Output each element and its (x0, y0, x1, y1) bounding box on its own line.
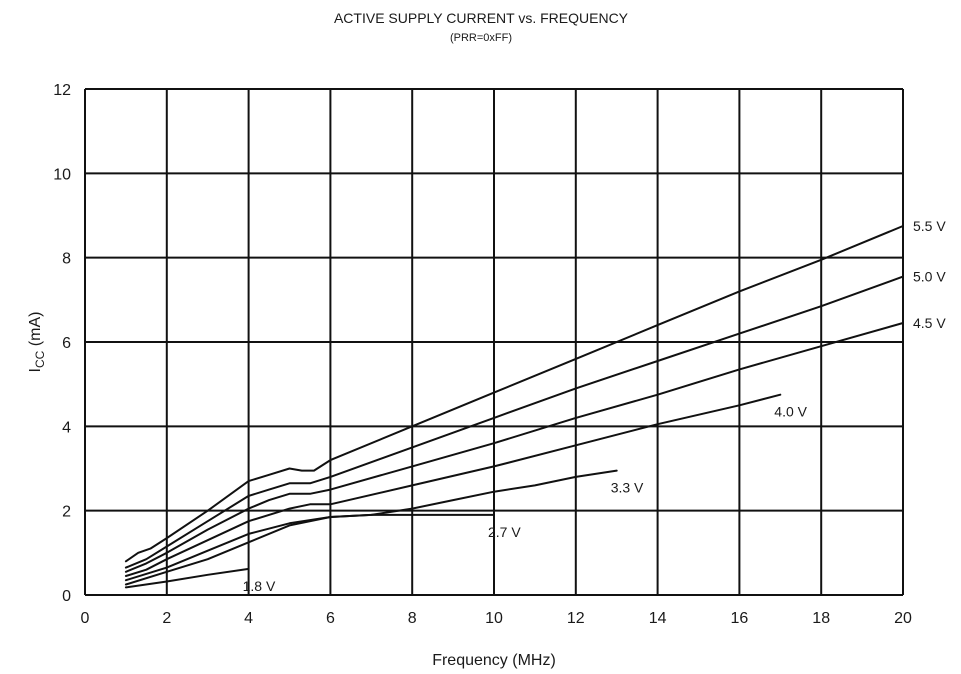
series-line-1.8v (124, 567, 250, 589)
y-tick-label: 0 (62, 588, 71, 605)
x-tick-label: 0 (81, 610, 90, 627)
series-lines (124, 225, 904, 589)
series-label: 5.0 V (913, 269, 946, 285)
x-tick-label: 6 (326, 610, 335, 627)
x-tick-label: 14 (649, 610, 667, 627)
y-axis-label: ICC (mA) (27, 312, 47, 373)
series-line-4.0v (124, 393, 782, 577)
x-axis-label: Frequency (MHz) (432, 652, 556, 669)
series-line-2.7v (124, 513, 495, 586)
series-label: 5.5 V (913, 218, 946, 234)
tick-labels: 0 2 4 6 8 10 12 14 16 18 20 0 2 4 6 8 10 12 (53, 82, 912, 627)
chart-title: ACTIVE SUPPLY CURRENT vs. FREQUENCY (334, 10, 629, 26)
chart-subtitle: (PRR=0xFF) (450, 32, 512, 44)
series-line-5.5v (124, 225, 904, 563)
y-tick-label: 8 (62, 251, 71, 268)
series-label: 3.3 V (611, 480, 644, 496)
y-tick-label: 12 (53, 82, 71, 99)
y-tick-label: 4 (62, 419, 71, 436)
series-labels: 5.5 V 5.0 V 4.5 V 4.0 V 3.3 V 2.7 V 1.8 V (243, 218, 947, 594)
series-line-5.0v (124, 275, 904, 569)
series-label: 4.5 V (913, 315, 946, 331)
x-tick-label: 16 (731, 610, 749, 627)
y-tick-label: 2 (62, 504, 71, 521)
grid-lines (84, 88, 904, 596)
x-tick-label: 4 (244, 610, 253, 627)
y-axis-label-sub: CC (33, 350, 47, 368)
x-tick-label: 12 (567, 610, 585, 627)
y-axis-label-rest: (mA) (27, 312, 44, 351)
x-tick-label: 20 (894, 610, 912, 627)
x-tick-label: 8 (408, 610, 417, 627)
x-tick-label: 10 (485, 610, 503, 627)
series-line-4.5v (124, 322, 904, 573)
x-tick-label: 18 (812, 610, 830, 627)
x-tick-label: 2 (162, 610, 171, 627)
y-axis-label-main: I (27, 368, 44, 372)
series-label: 4.0 V (774, 404, 807, 420)
y-tick-label: 10 (53, 166, 71, 183)
series-label: 2.7 V (488, 524, 521, 540)
series-label: 1.8 V (243, 578, 276, 594)
y-tick-label: 6 (62, 335, 71, 352)
